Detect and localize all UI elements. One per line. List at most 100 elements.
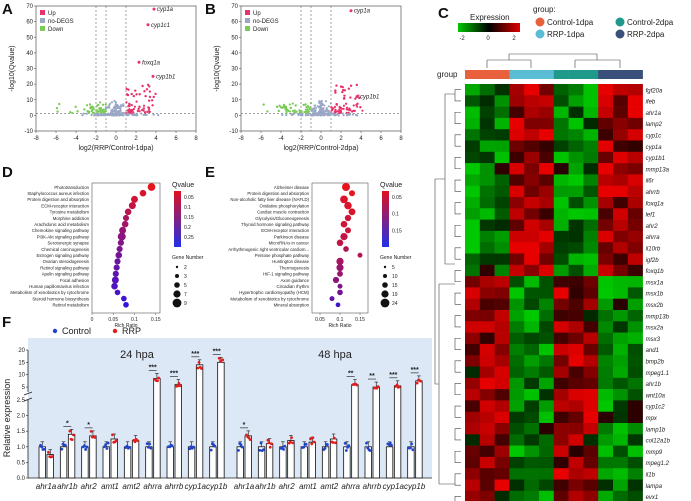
data-point xyxy=(237,449,240,452)
heatmap-cell xyxy=(553,310,569,322)
heatmap-cell xyxy=(583,208,599,220)
data-point xyxy=(291,441,295,445)
heatmap-cell xyxy=(509,332,525,345)
y-tick-label: 0.0 xyxy=(17,476,26,482)
data-point xyxy=(345,108,348,111)
heatmap-cell xyxy=(509,163,525,175)
heatmap-cell xyxy=(539,490,555,501)
data-point xyxy=(111,282,118,290)
qvalue-tick: 0.15 xyxy=(392,228,402,234)
heatmap-cell xyxy=(494,140,510,153)
bar xyxy=(393,385,402,479)
heatmap-cell xyxy=(598,95,614,107)
heatmap-cell xyxy=(598,423,614,435)
heatmap-cell xyxy=(479,434,495,446)
legend-label: Control xyxy=(62,326,91,336)
data-point xyxy=(140,112,143,115)
heatmap-cell xyxy=(627,445,643,458)
heatmap-cell xyxy=(583,332,599,345)
heatmap-cell xyxy=(613,117,629,130)
data-point xyxy=(419,379,423,383)
legend-label: Up xyxy=(253,11,261,17)
heatmap-cell xyxy=(598,208,614,220)
heatmap-cell xyxy=(524,400,540,412)
heatmap-cell xyxy=(479,366,495,379)
heatmap-cell xyxy=(598,264,614,277)
data-point xyxy=(319,114,323,117)
heatmap-cell xyxy=(524,230,540,243)
heatmap-cell xyxy=(568,366,584,379)
heatmap-cell xyxy=(553,332,569,345)
data-point xyxy=(285,109,288,113)
bar xyxy=(265,443,274,479)
heatmap-cell xyxy=(627,456,643,469)
heatmap-cell xyxy=(479,298,495,311)
heatmap-cell xyxy=(613,332,629,345)
data-point xyxy=(314,106,318,109)
sig-label: * xyxy=(66,420,69,427)
data-point xyxy=(267,441,271,445)
bar xyxy=(38,446,46,479)
heatmap-cell xyxy=(553,151,569,164)
heatmap-cell xyxy=(553,163,569,175)
heatmap-cell xyxy=(524,423,540,435)
heatmap-cell xyxy=(553,84,569,96)
data-point xyxy=(88,103,92,106)
x-tick-label: cyp1b xyxy=(206,482,228,491)
heatmap-cell xyxy=(568,411,584,424)
heatmap-cell xyxy=(509,434,525,446)
data-point xyxy=(335,302,341,308)
term-label: Protein digestion and absorption xyxy=(247,191,309,196)
heatmap-cell xyxy=(583,163,599,175)
data-point xyxy=(131,195,138,203)
data-point xyxy=(332,107,335,110)
x-tick-label: ahr2 xyxy=(279,482,296,491)
group-legend-dot xyxy=(615,29,625,39)
heatmap-cell xyxy=(627,468,643,480)
heatmap-cell xyxy=(627,95,643,107)
heatmap-cell xyxy=(627,287,643,299)
legend-label: Down xyxy=(253,27,268,33)
data-point xyxy=(124,208,132,216)
sig-label: * xyxy=(87,422,90,429)
y-tick-label: 15 xyxy=(18,360,25,366)
heatmap-cell xyxy=(479,310,495,322)
heatmap-cell xyxy=(553,276,569,288)
heatmap-cell xyxy=(627,434,643,446)
x-tick-label: 4 xyxy=(154,136,158,142)
heatmap-cell xyxy=(509,117,525,130)
data-point xyxy=(337,109,341,113)
x-tick-label: ahr1b xyxy=(255,482,276,491)
heatmap-cell xyxy=(539,208,555,220)
heatmap-cell xyxy=(465,129,481,141)
data-point xyxy=(104,443,108,446)
heatmap-cell xyxy=(479,490,495,501)
heatmap-cell xyxy=(494,253,510,266)
data-point xyxy=(97,103,100,107)
y-tick-label: 30 xyxy=(26,67,33,73)
gene-number-label: 5 xyxy=(392,265,395,271)
y-tick-label: 0 xyxy=(30,113,34,119)
heatmap-cell xyxy=(494,434,510,446)
heatmap-cell xyxy=(465,298,481,311)
data-point xyxy=(266,110,269,113)
qvalue-tick: 0.15 xyxy=(184,215,194,221)
data-point xyxy=(327,112,330,116)
heatmap-cell xyxy=(553,95,569,107)
data-point xyxy=(262,448,265,452)
heatmap-cell xyxy=(613,140,629,153)
data-point xyxy=(334,89,337,92)
heatmap-cell xyxy=(598,140,614,153)
color-key-tick: 0 xyxy=(486,36,490,42)
data-point xyxy=(119,113,122,117)
data-point xyxy=(68,429,72,433)
data-point xyxy=(121,295,127,302)
heatmap-cell xyxy=(539,377,555,390)
data-point xyxy=(294,111,298,114)
data-point xyxy=(398,385,401,389)
data-point xyxy=(123,301,129,308)
y-tick-label: 20 xyxy=(18,348,25,354)
y-axis-label: Relative expression xyxy=(2,379,12,458)
data-point xyxy=(304,442,308,446)
data-point xyxy=(132,107,135,111)
